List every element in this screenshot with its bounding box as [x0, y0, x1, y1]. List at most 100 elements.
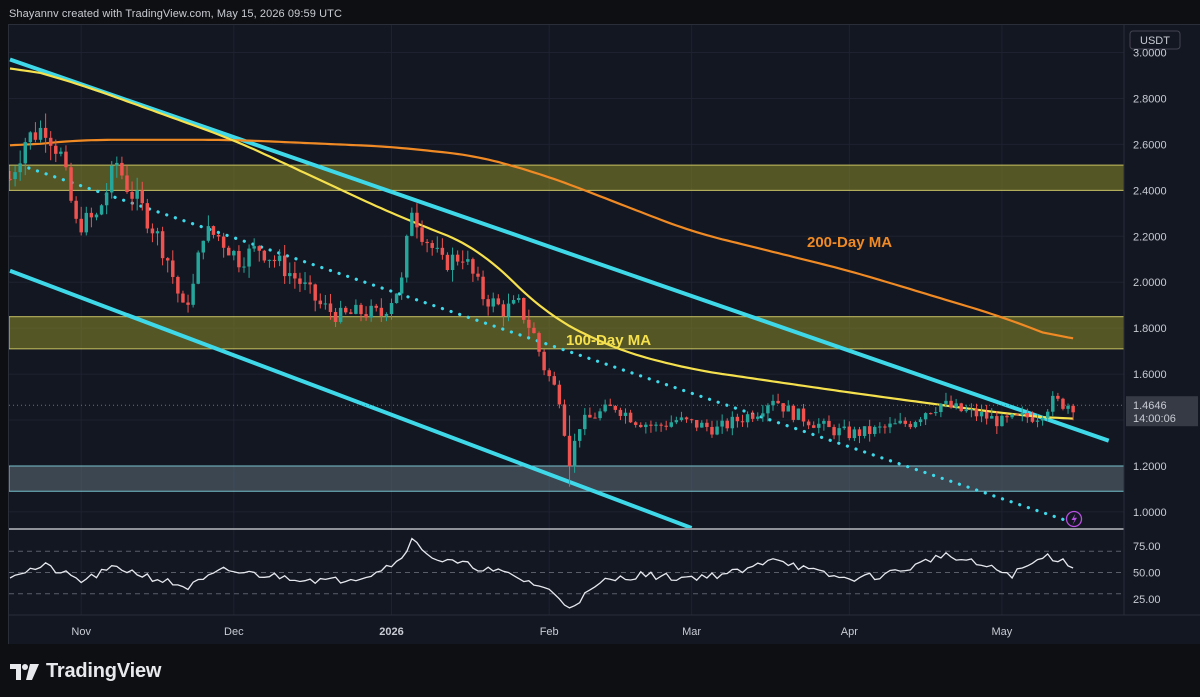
candle-up: [1040, 417, 1045, 421]
candle-down: [1030, 417, 1035, 422]
candle-down: [1005, 415, 1009, 418]
channel-lower-line: [9, 268, 693, 528]
candle-up: [506, 303, 511, 317]
candle-up: [990, 416, 994, 419]
candle-down: [420, 227, 424, 242]
candle-up: [572, 440, 577, 467]
candle-down: [425, 241, 429, 244]
candle-down: [608, 404, 612, 406]
candle-down: [1071, 405, 1075, 413]
support-zone: [9, 465, 1125, 492]
candle-up: [135, 190, 139, 199]
candle-down: [430, 243, 434, 248]
currency-badge[interactable]: [1129, 30, 1181, 50]
lightning-alert-icon[interactable]: [1065, 510, 1083, 528]
candle-up: [354, 304, 358, 314]
price-tick-label: 2.6000: [1133, 139, 1167, 151]
candle-up: [700, 422, 704, 428]
candle-down: [527, 319, 531, 328]
candle-up: [674, 420, 679, 423]
candle-up: [817, 423, 821, 428]
chart-svg[interactable]: 200-Day MA 100-Day MA USDT 3.0000 2.8000 2…: [9, 25, 1200, 645]
candle-down: [160, 231, 165, 259]
candle-down: [476, 273, 480, 277]
candle-up: [944, 400, 948, 404]
candle-up: [623, 412, 628, 416]
price-tick-label: 2.2000: [1133, 231, 1167, 243]
candle-down: [995, 416, 999, 427]
candle-up: [603, 404, 607, 412]
price-tick-label: 3.0000: [1133, 48, 1167, 60]
candle-down: [364, 314, 368, 318]
candle-down: [460, 261, 465, 263]
candle-up: [730, 416, 735, 429]
candle-down: [496, 298, 501, 305]
candle-up: [369, 305, 373, 318]
candle-down: [1061, 398, 1065, 409]
candle-up: [1045, 411, 1050, 418]
candle-down: [750, 414, 755, 419]
candle-up: [288, 273, 292, 277]
price-tick-label: 2.8000: [1133, 93, 1167, 105]
time-tick-label: May: [992, 626, 1013, 638]
candle-down: [1015, 414, 1019, 416]
candle-down: [562, 404, 567, 436]
candle-up: [232, 250, 236, 256]
candle-down: [593, 417, 597, 419]
rsi-line: [9, 537, 1074, 609]
candle-down: [171, 260, 175, 277]
candle-down: [639, 424, 643, 428]
candle-up: [1000, 415, 1004, 427]
tradingview-logo[interactable]: TradingView: [10, 660, 161, 683]
candle-down: [125, 175, 129, 192]
candle-up: [450, 254, 455, 271]
candle-up: [786, 405, 791, 412]
candle-up: [13, 172, 17, 180]
candle-up: [201, 240, 206, 253]
candle-down: [984, 411, 989, 419]
candle-down: [282, 255, 287, 277]
candle-up: [598, 411, 602, 419]
candle-down: [791, 405, 796, 420]
time-tick-label: Apr: [841, 626, 858, 638]
candle-up: [94, 214, 99, 218]
rsi-tick-label: 50.00: [1133, 568, 1161, 580]
tradingview-logo-text: TradingView: [46, 660, 162, 682]
candle-down: [847, 426, 852, 439]
candle-up: [99, 205, 104, 215]
candle-up: [766, 405, 770, 414]
candle-up: [979, 411, 984, 417]
candle-up: [435, 247, 440, 249]
candle-up: [18, 163, 22, 173]
candle-up: [384, 314, 389, 316]
candle-up: [399, 277, 404, 294]
candle-up: [28, 132, 33, 143]
candle-up: [338, 307, 343, 322]
chart-area[interactable]: 200-Day MA 100-Day MA USDT 3.0000 2.8000 2…: [8, 24, 1200, 645]
candle-down: [313, 284, 317, 301]
candle-down: [481, 276, 485, 300]
candle-down: [694, 420, 699, 428]
candle-up: [862, 426, 867, 436]
price-axis[interactable]: USDT 3.0000 2.8000 2.6000 2.4000 2.2000 2.000…: [1126, 30, 1198, 606]
time-axis[interactable]: Nov Dec 2026 Feb Mar Apr May: [71, 626, 1012, 638]
candle-up: [84, 212, 89, 233]
candle-down: [74, 200, 78, 219]
candle-down: [689, 419, 694, 421]
candle-down: [486, 299, 490, 307]
rsi-tick-label: 25.00: [1133, 594, 1161, 606]
ma100-line: [9, 67, 1074, 420]
candle-down: [664, 425, 668, 427]
candle-down: [69, 167, 73, 201]
candle-down: [186, 302, 190, 305]
candle-up: [715, 426, 719, 435]
candle-down: [588, 414, 592, 418]
candle-up: [771, 400, 775, 406]
candle-up: [466, 259, 470, 262]
candle-up: [389, 303, 394, 315]
candle-up: [303, 282, 307, 284]
price-tick-label: 1.6000: [1133, 369, 1167, 381]
candle-up: [679, 417, 684, 421]
current-price-tag[interactable]: [1126, 396, 1198, 427]
candle-up: [115, 162, 119, 166]
